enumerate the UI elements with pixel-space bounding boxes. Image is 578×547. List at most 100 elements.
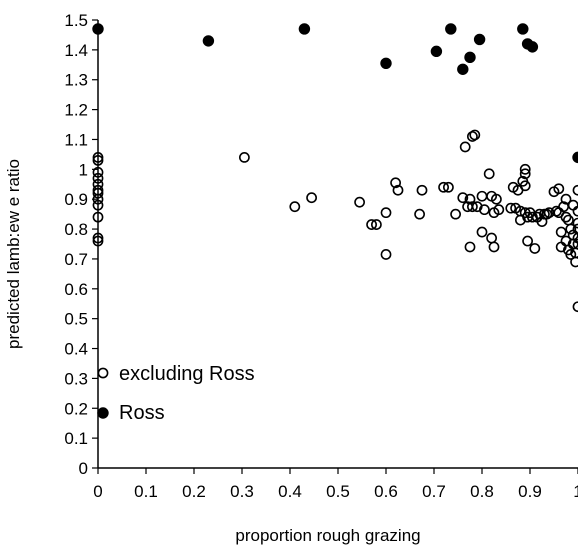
x-tick-label: 0.2 bbox=[182, 482, 206, 501]
data-point-excluding-ross bbox=[370, 219, 382, 230]
data-point-excluding-ross bbox=[476, 226, 488, 238]
data-point-excluding-ross bbox=[572, 217, 578, 229]
data-point-excluding-ross bbox=[92, 232, 104, 244]
data-point-excluding-ross bbox=[471, 201, 483, 213]
data-point-excluding-ross bbox=[486, 232, 497, 244]
data-point-excluding-ross bbox=[469, 129, 481, 141]
data-point-ross bbox=[473, 33, 486, 46]
data-point-ross bbox=[526, 41, 539, 53]
data-point-excluding-ross bbox=[567, 199, 578, 211]
y-tick-label: 1.1 bbox=[64, 130, 88, 149]
data-point-excluding-ross bbox=[414, 208, 425, 220]
legend: excluding Ross Ross bbox=[97, 363, 255, 424]
data-point-excluding-ross bbox=[92, 235, 104, 247]
data-point-ross bbox=[445, 23, 457, 35]
data-point-excluding-ross bbox=[380, 207, 392, 219]
data-point-excluding-ross bbox=[459, 141, 471, 153]
data-point-excluding-ross bbox=[572, 238, 578, 250]
data-point-ross bbox=[517, 23, 529, 35]
y-tick-label: 1.2 bbox=[64, 101, 88, 120]
data-point-excluding-ross bbox=[92, 187, 104, 199]
x-tick-label: 0.1 bbox=[134, 482, 158, 501]
data-point-excluding-ross bbox=[289, 201, 301, 213]
data-point-ross bbox=[464, 51, 476, 64]
data-point-excluding-ross bbox=[464, 241, 476, 253]
data-point-excluding-ross bbox=[92, 199, 104, 211]
data-point-excluding-ross bbox=[527, 211, 538, 223]
data-point-excluding-ross bbox=[519, 168, 531, 180]
data-point-ross bbox=[457, 63, 469, 75]
y-tick-label: 0.9 bbox=[64, 190, 88, 209]
y-tick-label: 1.5 bbox=[64, 11, 88, 30]
x-tick-label: 0.6 bbox=[374, 482, 398, 501]
data-point-excluding-ross bbox=[536, 216, 548, 227]
data-point-excluding-ross bbox=[553, 183, 565, 195]
x-tick-label: 0.5 bbox=[326, 482, 350, 501]
data-point-excluding-ross bbox=[541, 208, 553, 220]
y-tick-label: 0.6 bbox=[64, 280, 88, 299]
axes bbox=[97, 20, 578, 469]
data-point-excluding-ross bbox=[450, 208, 461, 220]
data-point-excluding-ross bbox=[390, 177, 401, 189]
data-point-excluding-ross bbox=[92, 172, 104, 184]
x-tick-label: 0.9 bbox=[518, 482, 542, 501]
y-tick-label: 1.3 bbox=[64, 71, 88, 90]
data-point-ross bbox=[92, 23, 104, 35]
data-point-excluding-ross bbox=[560, 193, 572, 205]
data-point-excluding-ross bbox=[515, 214, 526, 226]
data-point-excluding-ross bbox=[483, 168, 495, 180]
data-point-excluding-ross bbox=[92, 154, 104, 166]
x-tick-label: 0.3 bbox=[230, 482, 254, 501]
y-axis-ticks: 0 0.1 0.2 0.3 0.4 0.5 0.6 0.7 0.8 0.9 1 1.1 1.2 1.3 1.… bbox=[64, 11, 98, 478]
data-point-excluding-ross bbox=[572, 232, 578, 244]
data-point-excluding-ross bbox=[488, 241, 500, 253]
data-point-excluding-ross bbox=[565, 249, 577, 260]
data-point-ross bbox=[380, 57, 392, 70]
y-tick-label: 0.8 bbox=[64, 220, 88, 239]
x-tick-label: 0.8 bbox=[470, 482, 494, 501]
data-point-ross bbox=[298, 23, 311, 35]
data-point-excluding-ross bbox=[570, 256, 578, 268]
y-axis-title: predicted lamb:ew e ratio bbox=[4, 159, 23, 349]
legend-label-excluding-ross: excluding Ross bbox=[119, 363, 255, 385]
data-point-excluding-ross bbox=[442, 181, 454, 193]
x-tick-label: 1 bbox=[573, 482, 578, 501]
y-tick-label: 1.4 bbox=[64, 41, 88, 60]
data-point-excluding-ross bbox=[478, 204, 490, 216]
x-axis-ticks: 0 0.1 0.2 0.3 0.4 0.5 0.6 0.7 0.8 0.9 1 bbox=[93, 468, 578, 501]
data-point-excluding-ross bbox=[529, 243, 541, 254]
data-point-excluding-ross bbox=[306, 192, 317, 204]
data-point-ross bbox=[572, 151, 578, 164]
data-point-excluding-ross bbox=[92, 193, 104, 205]
data-point-excluding-ross bbox=[522, 235, 533, 247]
data-point-excluding-ross bbox=[572, 223, 578, 235]
y-tick-label: 0.5 bbox=[64, 310, 88, 329]
data-point-excluding-ross bbox=[380, 249, 392, 260]
data-point-excluding-ross bbox=[438, 181, 449, 193]
data-point-excluding-ross bbox=[565, 223, 577, 235]
y-tick-label: 0.7 bbox=[64, 250, 88, 269]
legend-label-ross: Ross bbox=[119, 402, 165, 424]
data-point-excluding-ross bbox=[555, 226, 567, 238]
data-point-excluding-ross bbox=[238, 151, 250, 163]
x-axis-title: proportion rough grazing bbox=[235, 526, 420, 545]
data-point-excluding-ross bbox=[493, 204, 505, 216]
data-point-excluding-ross bbox=[519, 163, 531, 175]
y-tick-label: 0.2 bbox=[64, 399, 88, 418]
data-point-ross bbox=[430, 45, 443, 58]
legend-marker-excluding-ross bbox=[97, 367, 109, 379]
data-points bbox=[92, 23, 578, 313]
data-point-excluding-ross bbox=[92, 211, 104, 223]
data-point-excluding-ross bbox=[457, 192, 469, 204]
data-point-excluding-ross bbox=[572, 184, 578, 196]
data-point-excluding-ross bbox=[354, 196, 365, 208]
data-point-excluding-ross bbox=[466, 201, 478, 213]
data-point-excluding-ross bbox=[519, 180, 531, 192]
data-point-excluding-ross bbox=[505, 202, 517, 214]
data-point-excluding-ross bbox=[476, 190, 488, 202]
x-tick-label: 0.4 bbox=[278, 482, 302, 501]
y-tick-label: 0.4 bbox=[64, 340, 88, 359]
data-point-excluding-ross bbox=[464, 193, 476, 205]
y-tick-label: 0.1 bbox=[64, 429, 88, 448]
